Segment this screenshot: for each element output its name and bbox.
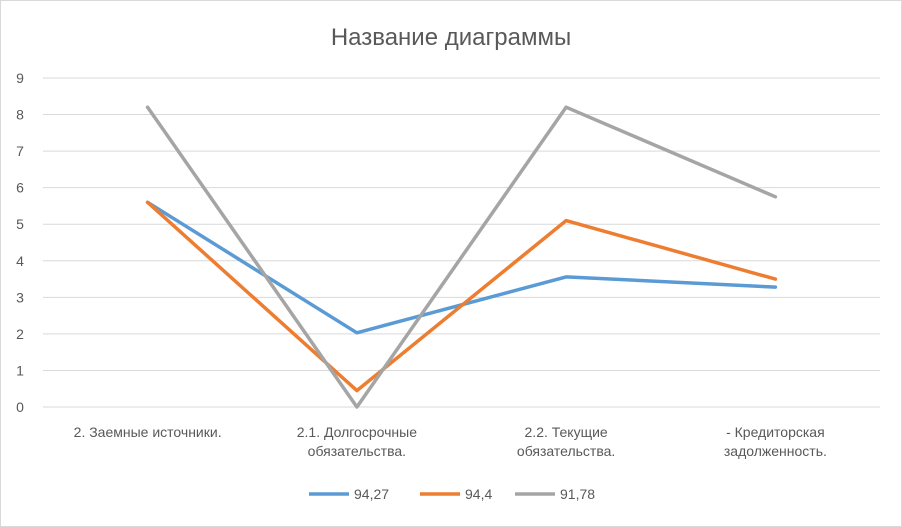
x-category-label: 2.2. Текущие обязательства.: [517, 424, 615, 459]
legend-entry: 94,4: [465, 486, 492, 502]
series-line-2: [145, 200, 778, 393]
series-line-3: [145, 105, 778, 409]
y-tick-label: 0: [16, 399, 24, 415]
x-category-label-line: 2. Заемные источники.: [74, 424, 222, 440]
x-category-label-line: обязательства.: [517, 443, 615, 459]
gridlines: [43, 77, 880, 408]
x-category-label: 2. Заемные источники.: [74, 424, 222, 440]
series-lines: [145, 105, 778, 409]
legend: 94,27 94,4 91,78: [309, 486, 595, 502]
x-category-label: 2.1. Долгосрочные обязательства.: [297, 424, 417, 459]
y-axis: 0 1 2 3 4 5 6 7 8 9: [16, 70, 24, 415]
legend-entry: 94,27: [354, 486, 389, 502]
x-category-label: - Кредиторская задолженность.: [724, 424, 827, 459]
y-tick-label: 9: [16, 70, 24, 86]
y-tick-label: 3: [16, 289, 24, 305]
series-line-1: [145, 200, 778, 335]
y-tick-label: 4: [16, 253, 24, 269]
y-tick-label: 1: [16, 362, 24, 378]
x-category-label-line: 2.2. Текущие: [525, 424, 608, 440]
legend-entry: 91,78: [560, 486, 595, 502]
x-category-label-line: 2.1. Долгосрочные: [297, 424, 417, 440]
x-category-label-line: задолженность.: [724, 443, 827, 459]
y-tick-label: 8: [16, 107, 24, 123]
x-category-label-line: - Кредиторская: [726, 424, 825, 440]
y-tick-label: 2: [16, 326, 24, 342]
y-tick-label: 6: [16, 180, 24, 196]
x-axis: 2. Заемные источники. 2.1. Долгосрочные об…: [74, 424, 827, 459]
chart-title: Название диаграммы: [331, 24, 571, 51]
y-tick-label: 7: [16, 143, 24, 159]
y-tick-label: 5: [16, 216, 24, 232]
x-category-label-line: обязательства.: [308, 443, 406, 459]
